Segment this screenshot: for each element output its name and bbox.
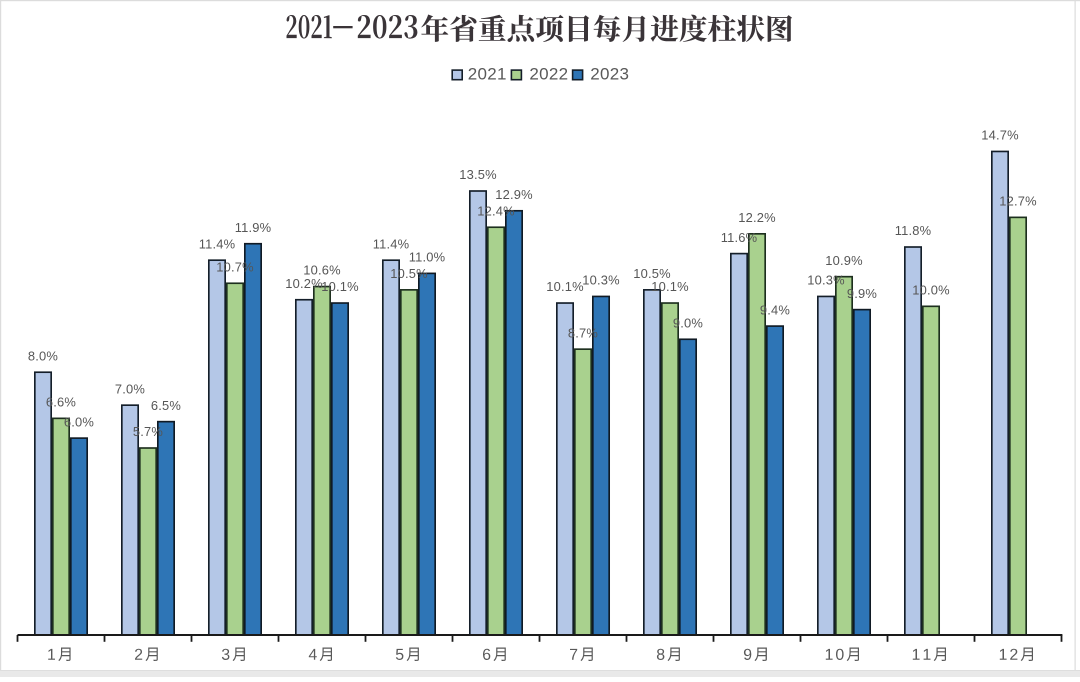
svg-text:10.3%: 10.3% <box>807 273 845 288</box>
svg-text:12.9%: 12.9% <box>495 187 533 202</box>
svg-text:6.0%: 6.0% <box>64 414 94 429</box>
svg-text:9.4%: 9.4% <box>760 302 790 317</box>
svg-text:7.0%: 7.0% <box>115 381 145 396</box>
svg-text:10.9%: 10.9% <box>825 253 863 268</box>
svg-text:10.5%: 10.5% <box>633 266 671 281</box>
svg-text:11.4%: 11.4% <box>373 236 410 251</box>
svg-text:10.1%: 10.1% <box>546 279 584 294</box>
svg-text:6.5%: 6.5% <box>151 398 181 413</box>
svg-text:9.9%: 9.9% <box>847 286 877 301</box>
svg-text:5.7%: 5.7% <box>133 424 163 439</box>
svg-text:10.6%: 10.6% <box>303 263 341 278</box>
svg-text:8.7%: 8.7% <box>568 325 598 340</box>
svg-text:10.1%: 10.1% <box>651 279 689 294</box>
svg-text:11.6%: 11.6% <box>721 230 758 245</box>
svg-text:2021: 2021 <box>468 65 507 84</box>
svg-text:12.4%: 12.4% <box>477 203 515 218</box>
svg-text:14.7%: 14.7% <box>981 128 1019 143</box>
svg-text:10.7%: 10.7% <box>216 259 254 274</box>
svg-text:10.2%: 10.2% <box>285 276 323 291</box>
svg-text:8.0%: 8.0% <box>28 348 58 363</box>
svg-text:13.5%: 13.5% <box>459 167 497 182</box>
svg-text:11.8%: 11.8% <box>895 223 932 238</box>
svg-text:11.4%: 11.4% <box>199 236 236 251</box>
svg-text:6.6%: 6.6% <box>46 395 76 410</box>
svg-text:12.7%: 12.7% <box>999 194 1037 209</box>
svg-text:11.0%: 11.0% <box>409 250 446 265</box>
svg-text:9.0%: 9.0% <box>673 315 703 330</box>
svg-text:10.0%: 10.0% <box>912 283 950 298</box>
svg-text:10.3%: 10.3% <box>582 273 620 288</box>
svg-text:2023: 2023 <box>590 65 629 84</box>
svg-text:11.9%: 11.9% <box>235 220 272 235</box>
svg-text:12.2%: 12.2% <box>738 210 776 225</box>
svg-text:2022: 2022 <box>529 65 568 84</box>
svg-text:10.1%: 10.1% <box>321 279 359 294</box>
svg-text:10.5%: 10.5% <box>390 266 428 281</box>
